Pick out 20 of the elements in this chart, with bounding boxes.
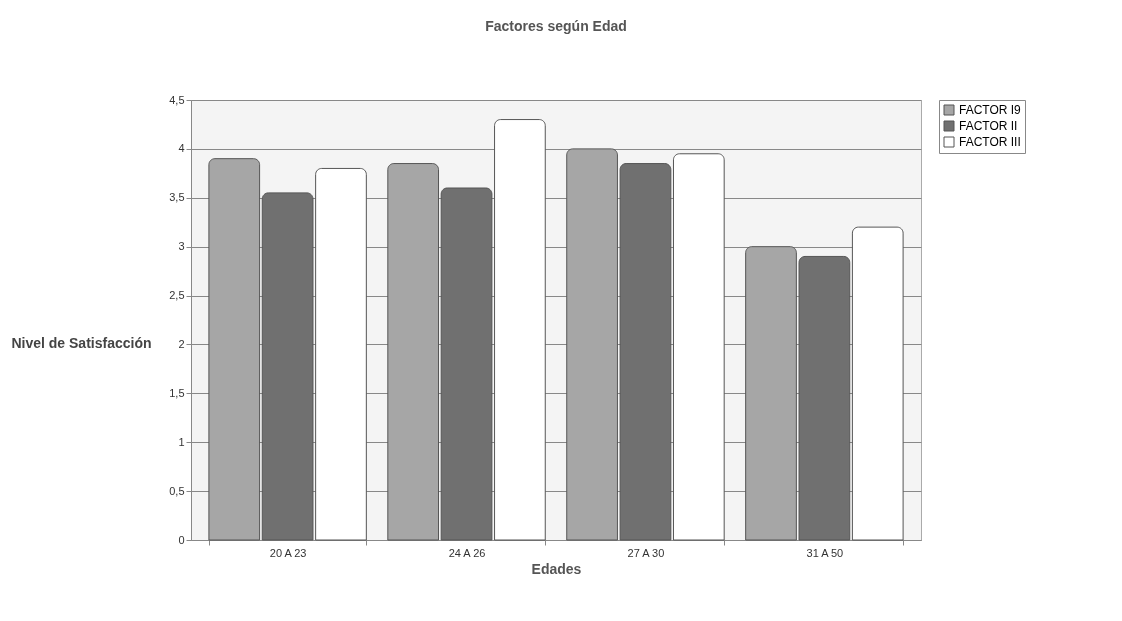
y-tick-label: 2 [178, 337, 185, 350]
x-tick-label: 31 A 50 [806, 546, 844, 559]
chart-title: Factores según Edad [485, 18, 627, 34]
y-tick-label: 4 [178, 142, 185, 155]
x-tick-label: 27 A 30 [627, 546, 665, 559]
y-tick-label: 1,5 [169, 386, 185, 399]
y-tick-label: 1 [178, 435, 185, 448]
legend-label: FACTOR I9 [959, 103, 1022, 117]
x-tick-label: 20 A 23 [269, 546, 307, 559]
y-tick-label: 3 [178, 240, 185, 253]
y-axis-title: Nivel de Satisfacción [11, 334, 152, 351]
y-tick-label: 0 [178, 533, 185, 546]
x-axis-title: Edades [531, 560, 582, 577]
y-tick-label: 0,5 [169, 484, 185, 497]
y-tick-label: 3,5 [169, 191, 185, 204]
y-tick-label: 2,5 [169, 289, 185, 302]
y-tick-label: 4,5 [169, 93, 185, 106]
legend-label: FACTOR II [959, 119, 1018, 133]
legend-label: FACTOR III [959, 135, 1021, 149]
x-tick-label: 24 A 26 [448, 546, 486, 559]
